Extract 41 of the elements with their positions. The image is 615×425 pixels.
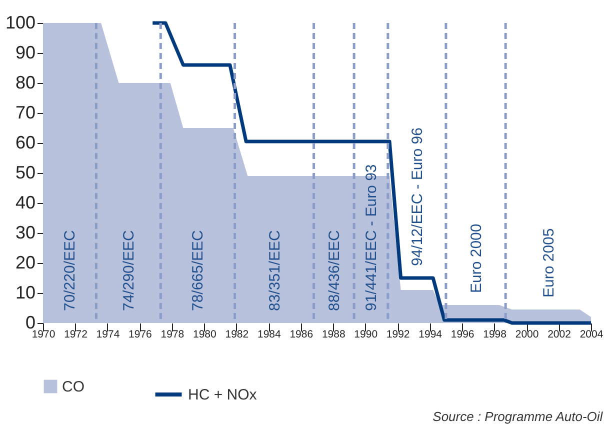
x-tick-label: 1982	[225, 328, 249, 340]
x-tick-label: 1988	[322, 328, 346, 340]
y-tick-label: 50	[15, 162, 36, 182]
source-note: Source : Programme Auto-Oil	[432, 409, 604, 424]
y-tick-label: 70	[15, 102, 36, 122]
x-tick-label: 1976	[128, 328, 152, 340]
x-tick-label: 1978	[160, 328, 184, 340]
y-tick-label: 80	[15, 72, 36, 92]
y-tick-label: 90	[15, 42, 36, 62]
x-tick-label: 1980	[192, 328, 217, 340]
annotation: Euro 2000	[468, 224, 485, 293]
annotation: 74/290/EEC	[120, 230, 138, 311]
x-tick-label: 1972	[64, 328, 88, 340]
annotation: 91/441/EEC - Euro 93	[362, 164, 380, 311]
y-tick-label: 40	[15, 192, 36, 212]
annotation: 88/436/EEC	[326, 230, 343, 311]
annotation: 70/220/EEC	[62, 230, 79, 311]
x-tick-label: 1990	[354, 328, 378, 340]
annotation: 94/12/EEC - Euro 96	[408, 128, 426, 266]
annotation: Euro 2005	[540, 228, 558, 298]
legend-label: HC + NOx	[188, 386, 258, 404]
y-tick-label: 10	[15, 282, 36, 302]
y-tick-label: 100	[5, 12, 36, 32]
x-tick-label: 1970	[32, 328, 56, 340]
line-series	[150, 21, 593, 325]
x-tick-label: 1986	[290, 328, 314, 340]
x-tick-label: 1992	[386, 328, 410, 340]
x-tick-label: 2000	[515, 328, 539, 340]
x-tick-label: 1996	[450, 328, 474, 340]
x-tick-label: 1998	[483, 328, 507, 340]
y-tick-label: 30	[15, 222, 36, 242]
x-tick-label: 1984	[257, 328, 281, 340]
y-tick-label: 20	[15, 252, 36, 272]
x-tick-label: 1994	[418, 328, 442, 340]
x-tick-label: 2004	[580, 328, 604, 340]
annotation: 83/351/EEC	[266, 230, 284, 311]
annotation: 78/665/EEC	[190, 230, 207, 311]
y-tick-label: 60	[15, 132, 36, 152]
x-tick-label: 1974	[96, 328, 120, 340]
legend-label: CO	[62, 378, 84, 396]
x-tick-label: 2002	[548, 328, 572, 340]
